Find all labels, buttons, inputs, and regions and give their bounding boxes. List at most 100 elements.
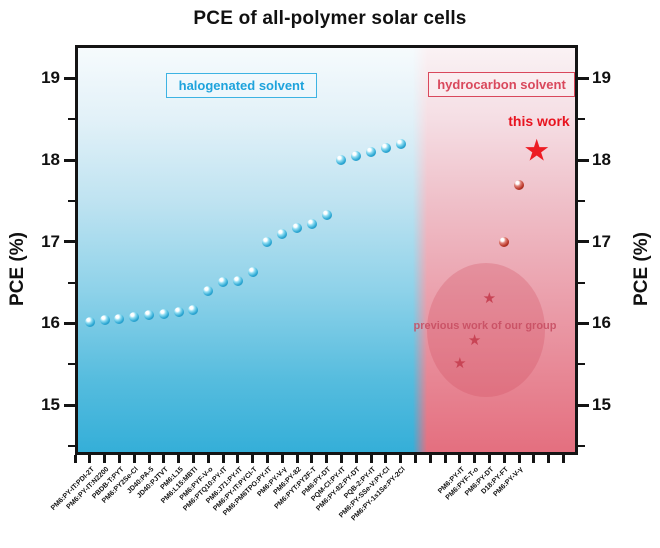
x-category-label: PM6:PYT:PY2F-T xyxy=(273,466,318,511)
x-tick xyxy=(339,455,343,463)
x-tick xyxy=(399,455,403,463)
y-tick-label-right: 16 xyxy=(592,313,611,333)
x-tick xyxy=(354,455,358,463)
halogenated-solvent-text: halogenated solvent xyxy=(178,78,305,93)
x-tick xyxy=(88,455,92,463)
x-category-label: JD40:PA-5 xyxy=(125,466,155,496)
x-tick xyxy=(295,455,299,463)
hydrocarbon-region xyxy=(413,45,578,455)
data-point-sphere xyxy=(218,276,228,287)
y-minor-tick-right xyxy=(578,281,585,284)
x-category-label: PM6:PY-IT xyxy=(436,466,466,496)
x-category-label: PM6:PY-DT xyxy=(464,466,496,498)
data-point-sphere xyxy=(203,285,214,296)
x-tick xyxy=(384,455,388,463)
y-axis-label-left: PCE (%) xyxy=(7,232,28,306)
x-category-label: PM6:L15 xyxy=(159,466,185,492)
data-point-sphere xyxy=(292,222,302,233)
y-minor-tick-right xyxy=(578,444,585,447)
x-category-label: PM6:PY-IT:N2200 xyxy=(65,466,111,511)
x-tick xyxy=(325,455,329,463)
y-tick-label-right: 17 xyxy=(592,231,611,251)
x-category-label: PM6:PYF-T-o xyxy=(445,466,481,502)
x-category-label: PM6:PY-SSe-V:PY-Cl xyxy=(338,466,392,520)
halogenated-solvent-label: halogenated solvent xyxy=(166,73,317,98)
x-category-label: JD40:PJTVT xyxy=(135,466,170,500)
x-tick xyxy=(73,455,77,463)
x-tick xyxy=(177,455,181,463)
x-tick xyxy=(206,455,210,463)
data-point-sphere xyxy=(188,305,199,316)
data-point-sphere xyxy=(99,315,110,326)
x-tick xyxy=(221,455,225,463)
data-point-star: ★ xyxy=(453,355,467,373)
x-tick xyxy=(280,455,284,463)
y-minor-tick-right xyxy=(578,363,585,366)
x-tick xyxy=(413,455,417,463)
x-tick xyxy=(473,455,477,463)
x-tick xyxy=(487,455,491,463)
x-tick xyxy=(532,455,536,463)
data-point-sphere xyxy=(395,138,406,149)
y-tick-label-left: 15 xyxy=(41,395,60,415)
y-major-tick-right xyxy=(578,321,589,325)
y-major-tick-left xyxy=(64,403,75,407)
data-point-sphere xyxy=(144,310,154,321)
plot-area: halogenated solvent hydrocarbon solvent … xyxy=(75,45,578,455)
y-major-tick-right xyxy=(578,240,589,244)
x-tick xyxy=(310,455,314,463)
x-category-label: PM6:PM6TPO:PY-IT xyxy=(222,466,274,518)
y-tick-label-right: 19 xyxy=(592,68,611,88)
x-tick xyxy=(162,455,166,463)
data-point-star: ★ xyxy=(482,290,497,308)
data-point-star: ★ xyxy=(467,332,482,350)
x-tick xyxy=(191,455,195,463)
y-tick-label-left: 18 xyxy=(41,150,60,169)
x-tick xyxy=(369,455,373,463)
x-tick xyxy=(265,455,269,463)
x-tick xyxy=(236,455,240,463)
y-minor-tick-right xyxy=(578,199,585,202)
hydrocarbon-solvent-text: hydrocarbon solvent xyxy=(437,77,566,92)
data-point-sphere xyxy=(366,146,376,157)
data-point-sphere xyxy=(232,275,243,286)
x-category-label: PM6:L15:MBTI xyxy=(160,466,200,506)
y-major-tick-right xyxy=(578,158,589,162)
y-major-tick-left xyxy=(64,158,75,162)
data-point-sphere xyxy=(262,236,273,247)
marker-layer: ★ ★ ★ ★ xyxy=(75,45,578,455)
x-category-label: PQM-Cl:PY-IT xyxy=(310,466,348,503)
data-point-sphere xyxy=(129,311,140,322)
x-category-label: PM6:PTQ10:PY-IT xyxy=(182,466,229,513)
x-category-label: D18:PY-FT xyxy=(480,466,511,496)
x-category-label: PBDB-T:PYT xyxy=(90,466,126,501)
x-category-label: PQB-2:PY-IT xyxy=(342,466,377,501)
y-minor-tick-right xyxy=(578,118,585,121)
data-point-sphere xyxy=(514,179,524,190)
y-major-tick-left xyxy=(64,76,75,80)
x-tick xyxy=(428,455,432,463)
x-tick xyxy=(517,455,521,463)
y-major-tick-right xyxy=(578,76,589,80)
x-tick xyxy=(458,455,462,463)
halogenated-region xyxy=(75,45,427,455)
x-tick xyxy=(443,455,447,463)
y-tick-label-right: 18 xyxy=(592,150,611,169)
y-axis-label-right: PCE (%) xyxy=(631,232,652,306)
y-minor-tick-left xyxy=(68,281,75,284)
data-point-sphere xyxy=(84,316,95,327)
y-tick-label-left: 19 xyxy=(41,68,60,88)
x-category-label: PM6:PYF-V-o xyxy=(178,466,215,502)
data-point-sphere xyxy=(351,150,362,161)
data-point-sphere xyxy=(380,142,391,153)
x-category-label: PM6:PY-82 xyxy=(272,466,303,497)
x-tick xyxy=(502,455,506,463)
x-tick xyxy=(103,455,107,463)
y-major-tick-left xyxy=(64,240,75,244)
data-point-sphere xyxy=(158,308,169,319)
y-minor-tick-left xyxy=(68,363,75,366)
this-work-star: ★ xyxy=(523,134,551,168)
y-minor-tick-left xyxy=(68,199,75,202)
this-work-annotation: this work xyxy=(508,113,570,129)
